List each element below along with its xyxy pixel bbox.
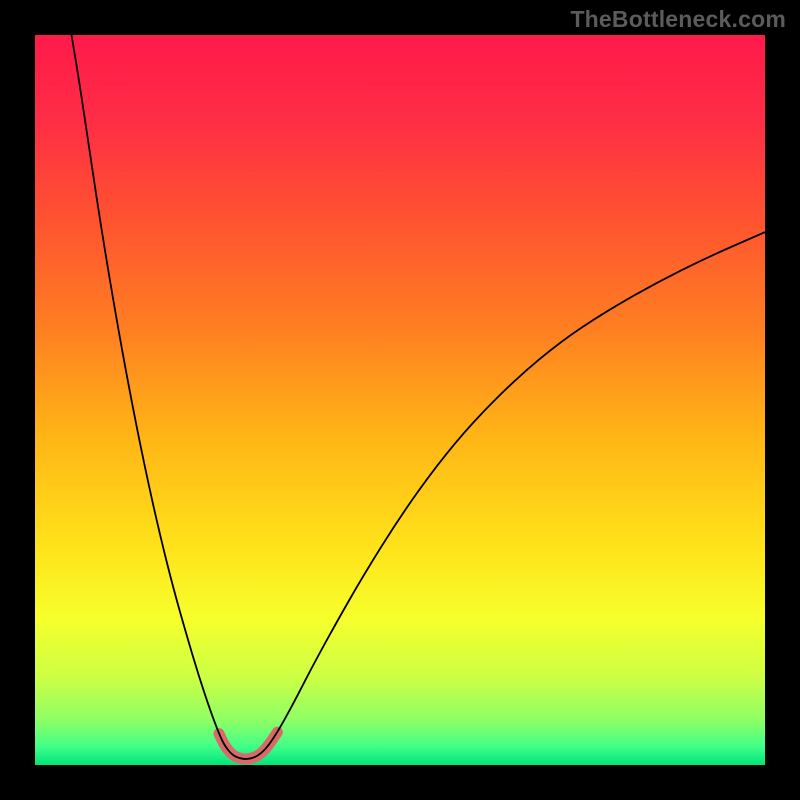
- plot-area: [35, 35, 765, 765]
- plot-svg: [35, 35, 765, 765]
- chart-frame: TheBottleneck.com: [0, 0, 800, 800]
- gradient-background: [35, 35, 765, 765]
- watermark-text: TheBottleneck.com: [570, 6, 786, 33]
